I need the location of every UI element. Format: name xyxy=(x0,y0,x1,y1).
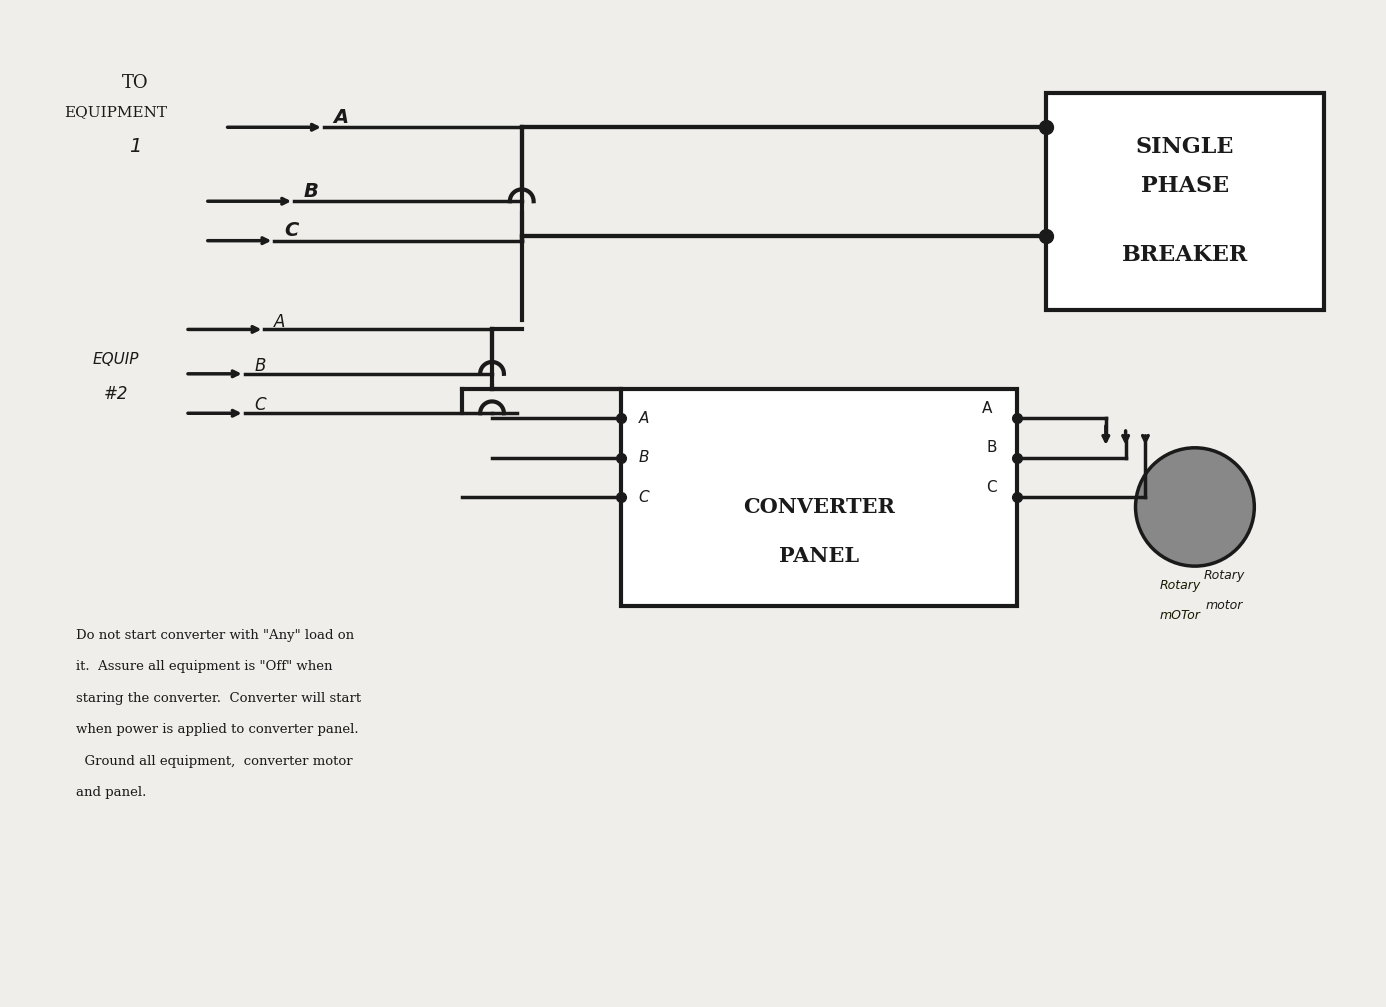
Text: TO: TO xyxy=(122,74,148,92)
Text: B: B xyxy=(255,356,266,375)
Text: Rotary: Rotary xyxy=(1204,570,1245,582)
Text: motor: motor xyxy=(1206,599,1243,612)
Text: C: C xyxy=(255,397,266,414)
Text: A: A xyxy=(639,411,649,426)
Bar xyxy=(1046,93,1324,310)
Text: it.  Assure all equipment is "Off" when: it. Assure all equipment is "Off" when xyxy=(76,661,333,674)
Text: C: C xyxy=(639,489,649,505)
Text: B: B xyxy=(987,440,997,455)
Text: B: B xyxy=(304,182,319,200)
Text: C: C xyxy=(987,479,997,494)
Text: A: A xyxy=(334,108,349,127)
Text: SINGLE: SINGLE xyxy=(1137,136,1234,158)
Text: A: A xyxy=(981,401,992,416)
Text: Ground all equipment,  converter motor: Ground all equipment, converter motor xyxy=(76,755,353,768)
Text: and panel.: and panel. xyxy=(76,786,147,800)
Bar xyxy=(621,389,1017,605)
Text: staring the converter.  Converter will start: staring the converter. Converter will st… xyxy=(76,692,362,705)
Text: EQUIP: EQUIP xyxy=(93,351,139,367)
Text: when power is applied to converter panel.: when power is applied to converter panel… xyxy=(76,723,359,736)
Text: EQUIPMENT: EQUIPMENT xyxy=(64,106,168,120)
Text: BREAKER: BREAKER xyxy=(1121,245,1249,267)
Circle shape xyxy=(1135,448,1254,566)
Text: C: C xyxy=(284,222,298,241)
Text: PHASE: PHASE xyxy=(1141,175,1229,197)
Text: 1: 1 xyxy=(129,138,141,156)
Text: CONVERTER: CONVERTER xyxy=(743,496,895,517)
Text: mOTor: mOTor xyxy=(1160,609,1200,622)
Text: A: A xyxy=(274,312,286,330)
Text: Rotary: Rotary xyxy=(1160,579,1200,592)
Text: PANEL: PANEL xyxy=(779,546,859,566)
Text: B: B xyxy=(639,450,649,465)
Text: #2: #2 xyxy=(104,385,128,403)
Text: Do not start converter with "Any" load on: Do not start converter with "Any" load o… xyxy=(76,628,355,641)
